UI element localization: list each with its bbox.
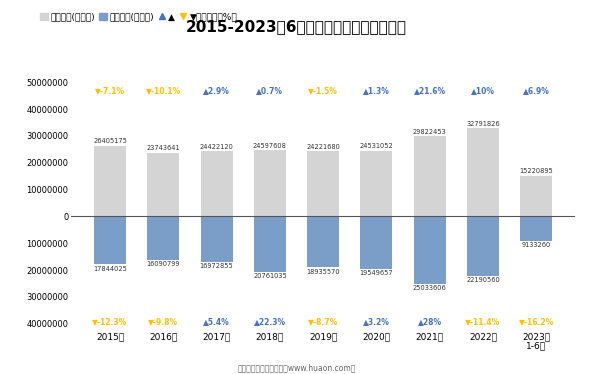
Text: 20761035: 20761035	[253, 273, 287, 279]
Bar	[520, 176, 552, 217]
Text: 16090799: 16090799	[146, 261, 180, 267]
Bar	[200, 151, 232, 217]
Text: ▼-7.1%: ▼-7.1%	[95, 86, 125, 95]
Text: 29822453: 29822453	[413, 129, 447, 135]
Text: 15220895: 15220895	[519, 168, 553, 174]
Text: 17844025: 17844025	[93, 266, 127, 272]
Text: ▲3.2%: ▲3.2%	[363, 317, 390, 326]
Bar	[307, 217, 339, 267]
Text: ▼-11.4%: ▼-11.4%	[466, 317, 500, 326]
Bar	[254, 150, 286, 217]
Bar	[467, 128, 499, 217]
Bar	[200, 217, 232, 262]
Bar	[414, 217, 446, 283]
Text: ▲28%: ▲28%	[417, 317, 442, 326]
Text: 19549657: 19549657	[360, 270, 393, 276]
Text: ▲21.6%: ▲21.6%	[414, 86, 446, 95]
Text: ▲22.3%: ▲22.3%	[254, 317, 286, 326]
Text: 24422120: 24422120	[200, 144, 234, 150]
Text: 24221680: 24221680	[306, 144, 340, 150]
Text: ▼-16.2%: ▼-16.2%	[519, 317, 554, 326]
Text: 16972855: 16972855	[200, 263, 234, 269]
Text: 2015-2023年6月深圳经济特区进、出口额: 2015-2023年6月深圳经济特区进、出口额	[186, 19, 407, 34]
Bar	[361, 151, 393, 217]
Text: 24531052: 24531052	[359, 143, 393, 149]
Bar	[147, 153, 179, 217]
Text: ▲5.4%: ▲5.4%	[203, 317, 230, 326]
Bar	[94, 145, 126, 217]
Bar	[254, 217, 286, 272]
Text: ▼-1.5%: ▼-1.5%	[308, 86, 338, 95]
Text: ▲1.3%: ▲1.3%	[363, 86, 390, 95]
Text: 18935570: 18935570	[307, 269, 340, 275]
Text: 26405175: 26405175	[93, 138, 127, 144]
Text: ▼-12.3%: ▼-12.3%	[93, 317, 127, 326]
Bar	[94, 217, 126, 264]
Text: ▲6.9%: ▲6.9%	[523, 86, 550, 95]
Bar	[307, 151, 339, 217]
Text: ▼-8.7%: ▼-8.7%	[308, 317, 339, 326]
Text: 制图：华经产业研究院（www.huaon.com）: 制图：华经产业研究院（www.huaon.com）	[237, 363, 356, 372]
Bar	[361, 217, 393, 269]
Bar	[414, 137, 446, 217]
Text: 23743641: 23743641	[146, 145, 180, 151]
Legend: 出口总额(万美元), 进口总额(万美元), ▲, ▼同比增速（%）: 出口总额(万美元), 进口总额(万美元), ▲, ▼同比增速（%）	[40, 13, 238, 22]
Bar	[147, 217, 179, 260]
Text: ▼-10.1%: ▼-10.1%	[146, 86, 181, 95]
Bar	[467, 217, 499, 276]
Bar	[520, 217, 552, 241]
Text: 24597608: 24597608	[253, 143, 287, 149]
Text: 22190560: 22190560	[466, 277, 500, 283]
Text: ▼-9.8%: ▼-9.8%	[148, 317, 178, 326]
Text: ▲10%: ▲10%	[471, 86, 495, 95]
Text: 32791826: 32791826	[466, 121, 500, 127]
Text: 25033606: 25033606	[413, 285, 447, 291]
Text: ▲2.9%: ▲2.9%	[203, 86, 230, 95]
Text: 9133260: 9133260	[522, 242, 551, 248]
Text: ▲0.7%: ▲0.7%	[256, 86, 283, 95]
